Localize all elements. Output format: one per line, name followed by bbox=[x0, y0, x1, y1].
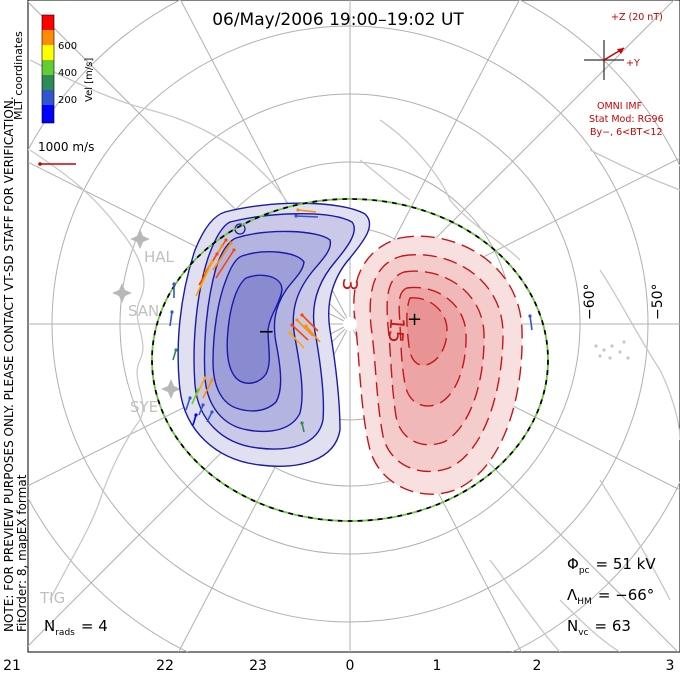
positive-potential-cell: + 15 3 bbox=[338, 235, 523, 495]
station-sye: SYE bbox=[130, 379, 181, 416]
colorbar-tick-600: 600 bbox=[58, 41, 77, 52]
pole-marker bbox=[343, 317, 357, 331]
pos-potential-plus: + bbox=[407, 309, 422, 330]
mlt-label-22: 22 bbox=[156, 658, 174, 674]
scale-vector: 1000 m/s bbox=[38, 140, 94, 166]
coastlines bbox=[29, 59, 680, 652]
mlt-label-2: 2 bbox=[533, 658, 542, 674]
pos-contour-5 bbox=[406, 297, 448, 366]
neg-contour-label: 3 bbox=[338, 277, 363, 292]
imf-model-1: Stat Mod: RG96 bbox=[589, 114, 664, 125]
coordinate-note: MLT coordinates bbox=[12, 31, 25, 120]
lambda-hm-stat: ΛHM = −66° bbox=[567, 586, 654, 607]
lat-label-60: −60° bbox=[582, 283, 598, 320]
neg-contour-5 bbox=[226, 274, 283, 384]
imf-y-label: +Y bbox=[626, 58, 640, 69]
island-dots bbox=[594, 340, 630, 360]
mlt-label-21: 21 bbox=[3, 658, 21, 674]
negative-potential-cell: − bbox=[177, 202, 371, 467]
pos-contour-label: 15 bbox=[384, 317, 410, 344]
station-label: HAL bbox=[144, 248, 175, 266]
station-san: SAN bbox=[112, 283, 159, 320]
hmb-boundary bbox=[151, 198, 549, 522]
phi-pc-stat: Φpc = 51 kV bbox=[567, 555, 656, 576]
mlt-axis: 21 22 23 0 1 2 3 bbox=[3, 658, 674, 674]
station-hal: HAL bbox=[130, 229, 175, 266]
velocity-vectors bbox=[169, 208, 533, 433]
neg-potential-minus: − bbox=[258, 319, 275, 343]
colorbar-tick-400: 400 bbox=[58, 68, 77, 79]
mlt-label-1: 1 bbox=[433, 658, 442, 674]
nvc-stat: Nvc = 63 bbox=[567, 617, 631, 638]
map-title: 06/May/2006 19:00–19:02 UT bbox=[212, 10, 464, 30]
station-label: SAN bbox=[128, 302, 159, 320]
nrads-stat: Nrads = 4 bbox=[44, 617, 108, 638]
imf-model-2: By−, 6<BT<12 bbox=[590, 127, 663, 138]
scale-vector-label: 1000 m/s bbox=[38, 140, 94, 154]
imf-z-label: +Z (20 nT) bbox=[611, 12, 663, 23]
stats-block: Φpc = 51 kV ΛHM = −66° Nvc = 63 Nrads = 4 bbox=[44, 555, 656, 638]
station-tig: TIG bbox=[39, 589, 65, 607]
lat-label-50: −50° bbox=[650, 283, 666, 320]
velocity-colorbar: 600 400 200 Vel [m/s] bbox=[41, 14, 95, 124]
fit-order-note: FitOrder: 8, mapEX format bbox=[15, 474, 29, 632]
imf-indicator: +Z (20 nT) +Y OMNI IMF Stat Mod: RG96 By… bbox=[584, 12, 664, 138]
preview-warning: NOTE: FOR PREVIEW PURPOSES ONLY. PLEASE … bbox=[2, 96, 16, 632]
colorbar-label: Vel [m/s] bbox=[84, 58, 95, 102]
station-label: SYE bbox=[130, 398, 158, 416]
station-label: TIG bbox=[39, 589, 65, 607]
station-markers: HAL SAN SYE TIG bbox=[39, 229, 181, 607]
mlt-label-23: 23 bbox=[249, 658, 267, 674]
mlt-label-3: 3 bbox=[666, 658, 675, 674]
mlt-label-0: 0 bbox=[346, 658, 355, 674]
colorbar-tick-200: 200 bbox=[58, 95, 77, 106]
imf-source: OMNI IMF bbox=[597, 101, 642, 112]
